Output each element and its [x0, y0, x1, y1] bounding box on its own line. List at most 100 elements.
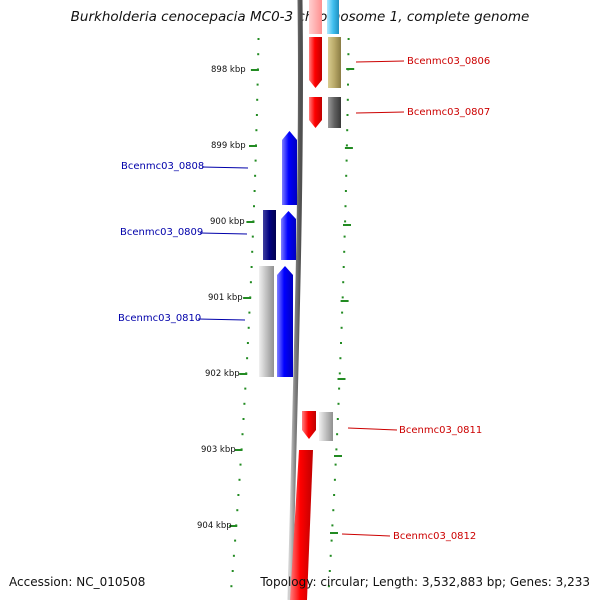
right-tick-scale [327, 38, 355, 588]
tick-dot [328, 570, 331, 572]
gene-arrow-0807[interactable] [309, 97, 322, 128]
tick-dot [330, 539, 333, 542]
accession-text: Accession: NC_010508 [9, 575, 146, 589]
tick-dot [339, 357, 342, 360]
gene-block-cyan-top[interactable] [327, 0, 339, 34]
kbp-label-904: 904 kbp [197, 521, 232, 531]
leader-line-0809 [199, 232, 248, 235]
tick-dot [327, 585, 330, 588]
tick-dot [333, 494, 336, 496]
tick-dot [336, 433, 339, 436]
tick-major [249, 145, 257, 147]
gene-label-0811[interactable]: Bcenmc03_0811 [399, 425, 482, 436]
tick-dot [230, 585, 233, 588]
gene-label-0809[interactable]: Bcenmc03_0809 [120, 227, 203, 238]
tick-dot [345, 159, 348, 162]
tick-major [337, 378, 346, 380]
tick-major [343, 224, 351, 226]
tick-dot [347, 53, 350, 56]
gene-arrow-0808[interactable] [282, 131, 297, 205]
tick-dot [234, 539, 237, 542]
gene-label-0812[interactable]: Bcenmc03_0812 [393, 531, 476, 542]
tick-dot [253, 205, 255, 208]
tick-dot [340, 326, 343, 329]
tick-dot [232, 554, 235, 557]
tick-dot [341, 296, 344, 299]
tick-major [229, 525, 238, 527]
tick-dot [343, 235, 346, 238]
tick-major [340, 300, 349, 302]
tick-dot [236, 509, 239, 512]
tick-dot [253, 190, 256, 192]
tick-dot [256, 83, 259, 86]
tick-dot [345, 144, 348, 147]
tick-dot [254, 159, 257, 162]
chromosome-backbone [287, 0, 304, 600]
tick-dot [346, 98, 349, 101]
gene-block-darkgrey[interactable] [328, 97, 341, 128]
tick-dot [338, 372, 341, 375]
tick-dot [257, 53, 260, 56]
gene-arrow-0810[interactable] [277, 266, 293, 377]
gene-arrow-0806[interactable] [309, 37, 322, 88]
tick-dot [347, 83, 349, 86]
tick-dot [344, 205, 347, 208]
tick-dot [241, 433, 244, 436]
tick-dot [238, 478, 241, 481]
tick-dot [342, 281, 345, 284]
tick-dot [332, 509, 335, 512]
tick-dot [249, 281, 252, 284]
tick-dot [242, 418, 245, 420]
tick-dot [338, 387, 341, 390]
gene-label-0806[interactable]: Bcenmc03_0806 [407, 56, 490, 67]
tick-major [334, 455, 342, 457]
gene-block-lightgrey-right[interactable] [319, 412, 333, 441]
kbp-label-901: 901 kbp [208, 293, 243, 303]
tick-dot [251, 250, 254, 253]
gene-label-0810[interactable]: Bcenmc03_0810 [118, 313, 201, 324]
tick-dot [336, 418, 339, 420]
gene-arrow-0809[interactable] [281, 211, 296, 260]
tick-major [346, 68, 355, 70]
tick-dot [342, 266, 345, 268]
tick-dot [255, 129, 258, 132]
tick-dot [246, 357, 249, 360]
left-tick-scale [229, 38, 260, 588]
gene-label-0808[interactable]: Bcenmc03_0808 [121, 161, 204, 172]
gene-arrow-0811[interactable] [302, 411, 316, 439]
tick-dot [231, 570, 234, 572]
tick-dot [331, 524, 334, 527]
topology-text: Topology: circular; Length: 3,532,883 bp… [260, 575, 590, 589]
tick-dot [341, 311, 344, 314]
leader-line-0812 [341, 533, 391, 537]
tick-dot [248, 311, 251, 314]
tick-dot [344, 220, 347, 223]
tick-dot [334, 463, 337, 466]
tick-dot [246, 342, 249, 344]
leader-line-0808 [201, 166, 249, 169]
tick-dot [239, 463, 242, 466]
leader-line-0807 [355, 111, 405, 114]
tick-dot [247, 326, 250, 329]
tick-dot [337, 402, 340, 405]
gene-block-lightgrey-left[interactable] [259, 266, 274, 377]
tick-major [330, 532, 338, 534]
gene-block-navy[interactable] [263, 210, 276, 260]
gene-block-khaki[interactable] [328, 37, 341, 88]
gene-label-0807[interactable]: Bcenmc03_0807 [407, 107, 490, 118]
kbp-label-899: 899 kbp [211, 141, 246, 151]
tick-dot [250, 266, 253, 268]
leader-line-0811 [347, 427, 398, 431]
tick-dot [244, 387, 247, 390]
tick-dot [255, 114, 258, 116]
tick-dot [256, 98, 259, 101]
tick-dot [335, 448, 338, 451]
tick-major [234, 449, 243, 451]
tick-dot [254, 174, 257, 177]
tick-dot [333, 478, 336, 481]
tick-major [344, 147, 353, 149]
gene-block-pink-top[interactable] [309, 0, 322, 34]
gene-arrow-0812[interactable] [290, 450, 313, 600]
tick-dot [243, 402, 246, 405]
